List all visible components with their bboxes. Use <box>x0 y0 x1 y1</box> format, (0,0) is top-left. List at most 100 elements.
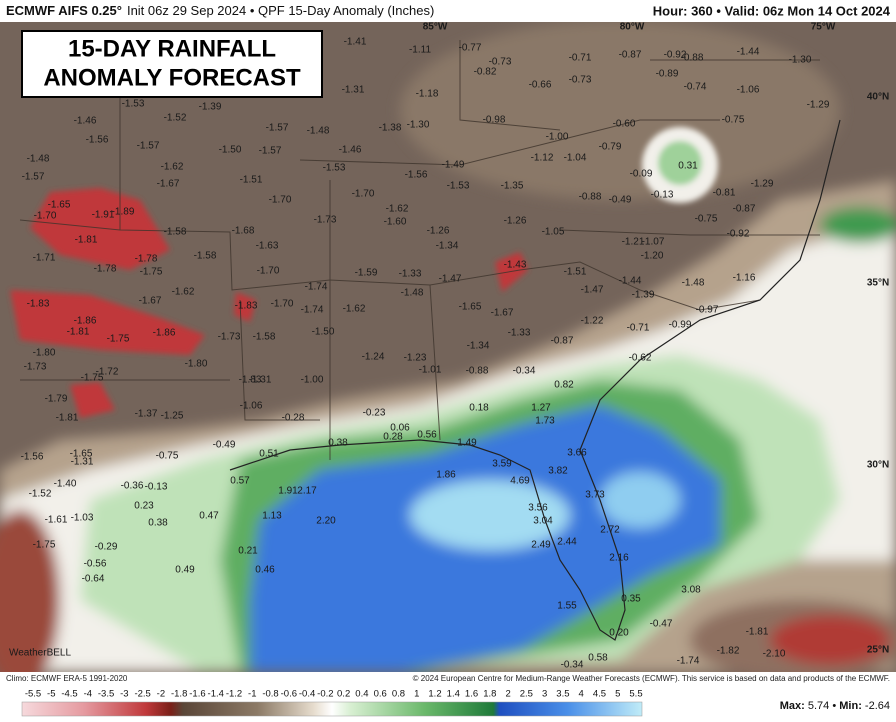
anomaly-label: -1.62 <box>386 204 409 215</box>
anomaly-label: -1.35 <box>501 181 524 192</box>
colorbar-label: -1.2 <box>226 689 242 700</box>
anomaly-label: -1.75 <box>81 373 104 384</box>
anomaly-label: 0.31 <box>678 161 698 172</box>
anomaly-label: -1.22 <box>581 316 604 327</box>
anomaly-label: -1.52 <box>164 113 187 124</box>
anomaly-label: -1.70 <box>257 266 280 277</box>
anomaly-label: -0.71 <box>627 323 650 334</box>
anomaly-label: 1.55 <box>557 601 577 612</box>
anomaly-label: -1.44 <box>619 276 642 287</box>
anomaly-label: -1.06 <box>737 85 760 96</box>
anomaly-label: -0.87 <box>619 50 642 61</box>
anomaly-label: 3.08 <box>681 585 701 596</box>
anomaly-label: -0.73 <box>489 57 512 68</box>
anomaly-label: -1.31 <box>249 375 272 386</box>
anomaly-label: -0.62 <box>629 353 652 364</box>
credit: © 2024 European Centre for Medium-Range … <box>413 674 890 683</box>
anomaly-label: 0.23 <box>134 501 154 512</box>
model: ECMWF AIFS 0.25° <box>6 3 122 18</box>
anomaly-label: -1.50 <box>219 145 242 156</box>
anomaly-label: -1.68 <box>232 226 255 237</box>
colorbar-label: -1.8 <box>171 689 187 700</box>
anomaly-label: -1.56 <box>86 135 109 146</box>
anomaly-label: 0.20 <box>609 628 629 639</box>
grid-label: 75°W <box>811 22 836 33</box>
anomaly-label: -1.71 <box>33 253 56 264</box>
anomaly-label: -0.92 <box>727 229 750 240</box>
anomaly-label: -1.57 <box>22 172 45 183</box>
anomaly-label: -1.48 <box>682 278 705 289</box>
min-value: -2.64 <box>865 700 890 712</box>
colorbar-label: -1.4 <box>208 689 224 700</box>
anomaly-label: -1.61 <box>45 515 68 526</box>
anomaly-label: 0.47 <box>199 511 219 522</box>
anomaly-label: -1.06 <box>240 401 263 412</box>
colorbar-label: 5.5 <box>629 689 642 700</box>
anomaly-label: 0.06 <box>390 423 410 434</box>
anomaly-label: -0.82 <box>474 67 497 78</box>
anomaly-label: -1.70 <box>352 189 375 200</box>
anomaly-label: 1.49 <box>457 438 477 449</box>
anomaly-label: 0.35 <box>621 594 641 605</box>
colorbar-label: 3 <box>542 689 547 700</box>
colorbar-label: -3 <box>120 689 128 700</box>
anomaly-label: -1.83 <box>239 375 262 386</box>
anomaly-label: 0.49 <box>175 565 195 576</box>
anomaly-label: -0.34 <box>561 660 584 671</box>
anomaly-label: -1.72 <box>96 367 119 378</box>
anomaly-label: -1.81 <box>67 327 90 338</box>
colorbar-label: 4 <box>579 689 584 700</box>
title-line: 15-DAY RAINFALL <box>68 35 276 62</box>
anomaly-label: -1.31 <box>71 457 94 468</box>
anomaly-label: 3.73 <box>585 490 605 501</box>
anomaly-label: 0.28 <box>383 432 403 443</box>
anomaly-label: -1.18 <box>416 89 439 100</box>
anomaly-label: -1.21 <box>622 237 645 248</box>
anomaly-label: -0.49 <box>213 440 236 451</box>
anomaly-label: -0.81 <box>713 188 736 199</box>
anomaly-label: 0.21 <box>238 546 258 557</box>
anomaly-label: -1.79 <box>45 394 68 405</box>
anomaly-label: -1.26 <box>504 216 527 227</box>
anomaly-label: -1.65 <box>48 200 71 211</box>
anomaly-label: -2.10 <box>763 649 786 660</box>
run-info: Init 06z 29 Sep 2024 • QPF 15-Day Anomal… <box>127 3 434 18</box>
anomaly-label: -1.39 <box>632 290 655 301</box>
anomaly-label: -1.12 <box>531 153 554 164</box>
anomaly-label: 2.49 <box>531 540 551 551</box>
anomaly-label: -1.16 <box>733 273 756 284</box>
anomaly-label: -0.56 <box>84 559 107 570</box>
colorbar-label: 1 <box>414 689 419 700</box>
anomaly-label: -1.89 <box>112 207 135 218</box>
max-min: Max: 5.74 • Min: -2.64 <box>780 700 890 712</box>
grid-label: 85°W <box>423 22 448 33</box>
anomaly-label: -1.75 <box>33 540 56 551</box>
grid-label: 30°N <box>867 460 889 471</box>
anomaly-label: -0.92 <box>664 50 687 61</box>
anomaly-label: -1.81 <box>56 413 79 424</box>
anomaly-label: -1.91 <box>92 210 115 221</box>
anomaly-label: 1.86 <box>436 470 456 481</box>
valid-time: Hour: 360 • Valid: 06z Mon 14 Oct 2024 <box>653 3 891 18</box>
anomaly-label: -1.82 <box>717 646 740 657</box>
anomaly-label: -1.30 <box>789 55 812 66</box>
anomaly-label: -0.87 <box>551 336 574 347</box>
anomaly-label: -1.47 <box>439 274 462 285</box>
anomaly-label: 3.04 <box>533 516 553 527</box>
anomaly-label: -0.13 <box>145 482 168 493</box>
anomaly-label: -1.56 <box>21 452 44 463</box>
anomaly-label: -1.01 <box>419 365 442 376</box>
anomaly-label: -1.33 <box>399 269 422 280</box>
anomaly-label: 1.27 <box>531 403 551 414</box>
anomaly-label: -1.41 <box>344 37 367 48</box>
colorbar-label: -0.4 <box>299 689 315 700</box>
anomaly-label: -1.03 <box>71 513 94 524</box>
anomaly-label: -1.83 <box>235 301 258 312</box>
colorbar-label: -5 <box>47 689 55 700</box>
anomaly-label: -1.43 <box>504 260 527 271</box>
anomaly-label: -1.74 <box>301 305 324 316</box>
anomaly-label: -1.59 <box>355 268 378 279</box>
anomaly-label: -0.64 <box>82 574 105 585</box>
anomaly-label: -1.65 <box>459 302 482 313</box>
anomaly-label: -1.24 <box>362 352 385 363</box>
